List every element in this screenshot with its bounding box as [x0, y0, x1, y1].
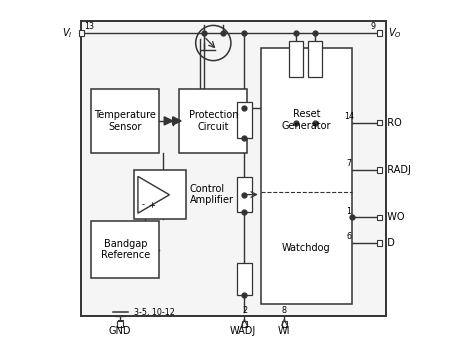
Text: 3-5, 10-12: 3-5, 10-12 — [134, 308, 174, 317]
Text: +: + — [149, 201, 155, 209]
Text: WO: WO — [381, 212, 404, 222]
Text: 14: 14 — [344, 112, 354, 121]
Text: 7: 7 — [346, 159, 351, 168]
Text: Reset
Generator: Reset Generator — [282, 109, 331, 131]
Text: $V_O$: $V_O$ — [388, 26, 401, 40]
Text: Watchdog: Watchdog — [282, 243, 331, 253]
Text: Protection
Circuit: Protection Circuit — [189, 110, 238, 132]
Bar — [237, 102, 252, 138]
Bar — [376, 30, 382, 36]
Bar — [376, 240, 382, 245]
Bar — [242, 321, 247, 327]
Text: 6: 6 — [346, 232, 351, 241]
Text: Bandgap
Reference: Bandgap Reference — [100, 239, 150, 260]
Text: 8: 8 — [282, 306, 287, 315]
Bar — [91, 89, 159, 153]
Bar — [81, 21, 386, 316]
Bar — [118, 321, 123, 327]
Bar — [308, 41, 322, 77]
Bar — [180, 89, 247, 153]
Text: GND: GND — [109, 326, 131, 336]
Bar — [237, 177, 252, 212]
Text: 2: 2 — [242, 306, 247, 315]
Text: Control
Amplifier: Control Amplifier — [190, 184, 234, 205]
Bar — [376, 120, 382, 125]
Text: Temperature
Sensor: Temperature Sensor — [94, 110, 156, 132]
Bar — [282, 321, 287, 327]
Bar — [79, 30, 84, 36]
Polygon shape — [173, 117, 181, 125]
Bar — [376, 215, 382, 220]
Text: RO: RO — [381, 118, 401, 128]
Text: 1: 1 — [346, 207, 351, 216]
Bar — [237, 263, 252, 295]
Bar — [376, 167, 382, 173]
Bar — [290, 41, 303, 77]
Polygon shape — [138, 176, 169, 213]
Polygon shape — [164, 117, 173, 125]
Text: $V_I$: $V_I$ — [62, 26, 73, 40]
Text: D: D — [381, 238, 395, 248]
Text: 9: 9 — [371, 22, 376, 31]
Bar — [91, 221, 159, 278]
Text: -: - — [142, 201, 145, 209]
Text: WI: WI — [278, 326, 291, 336]
Bar — [134, 170, 186, 219]
Text: 13: 13 — [84, 22, 94, 31]
Bar — [261, 48, 352, 304]
Text: WADJ: WADJ — [229, 326, 256, 336]
Text: RADJ: RADJ — [381, 165, 411, 175]
